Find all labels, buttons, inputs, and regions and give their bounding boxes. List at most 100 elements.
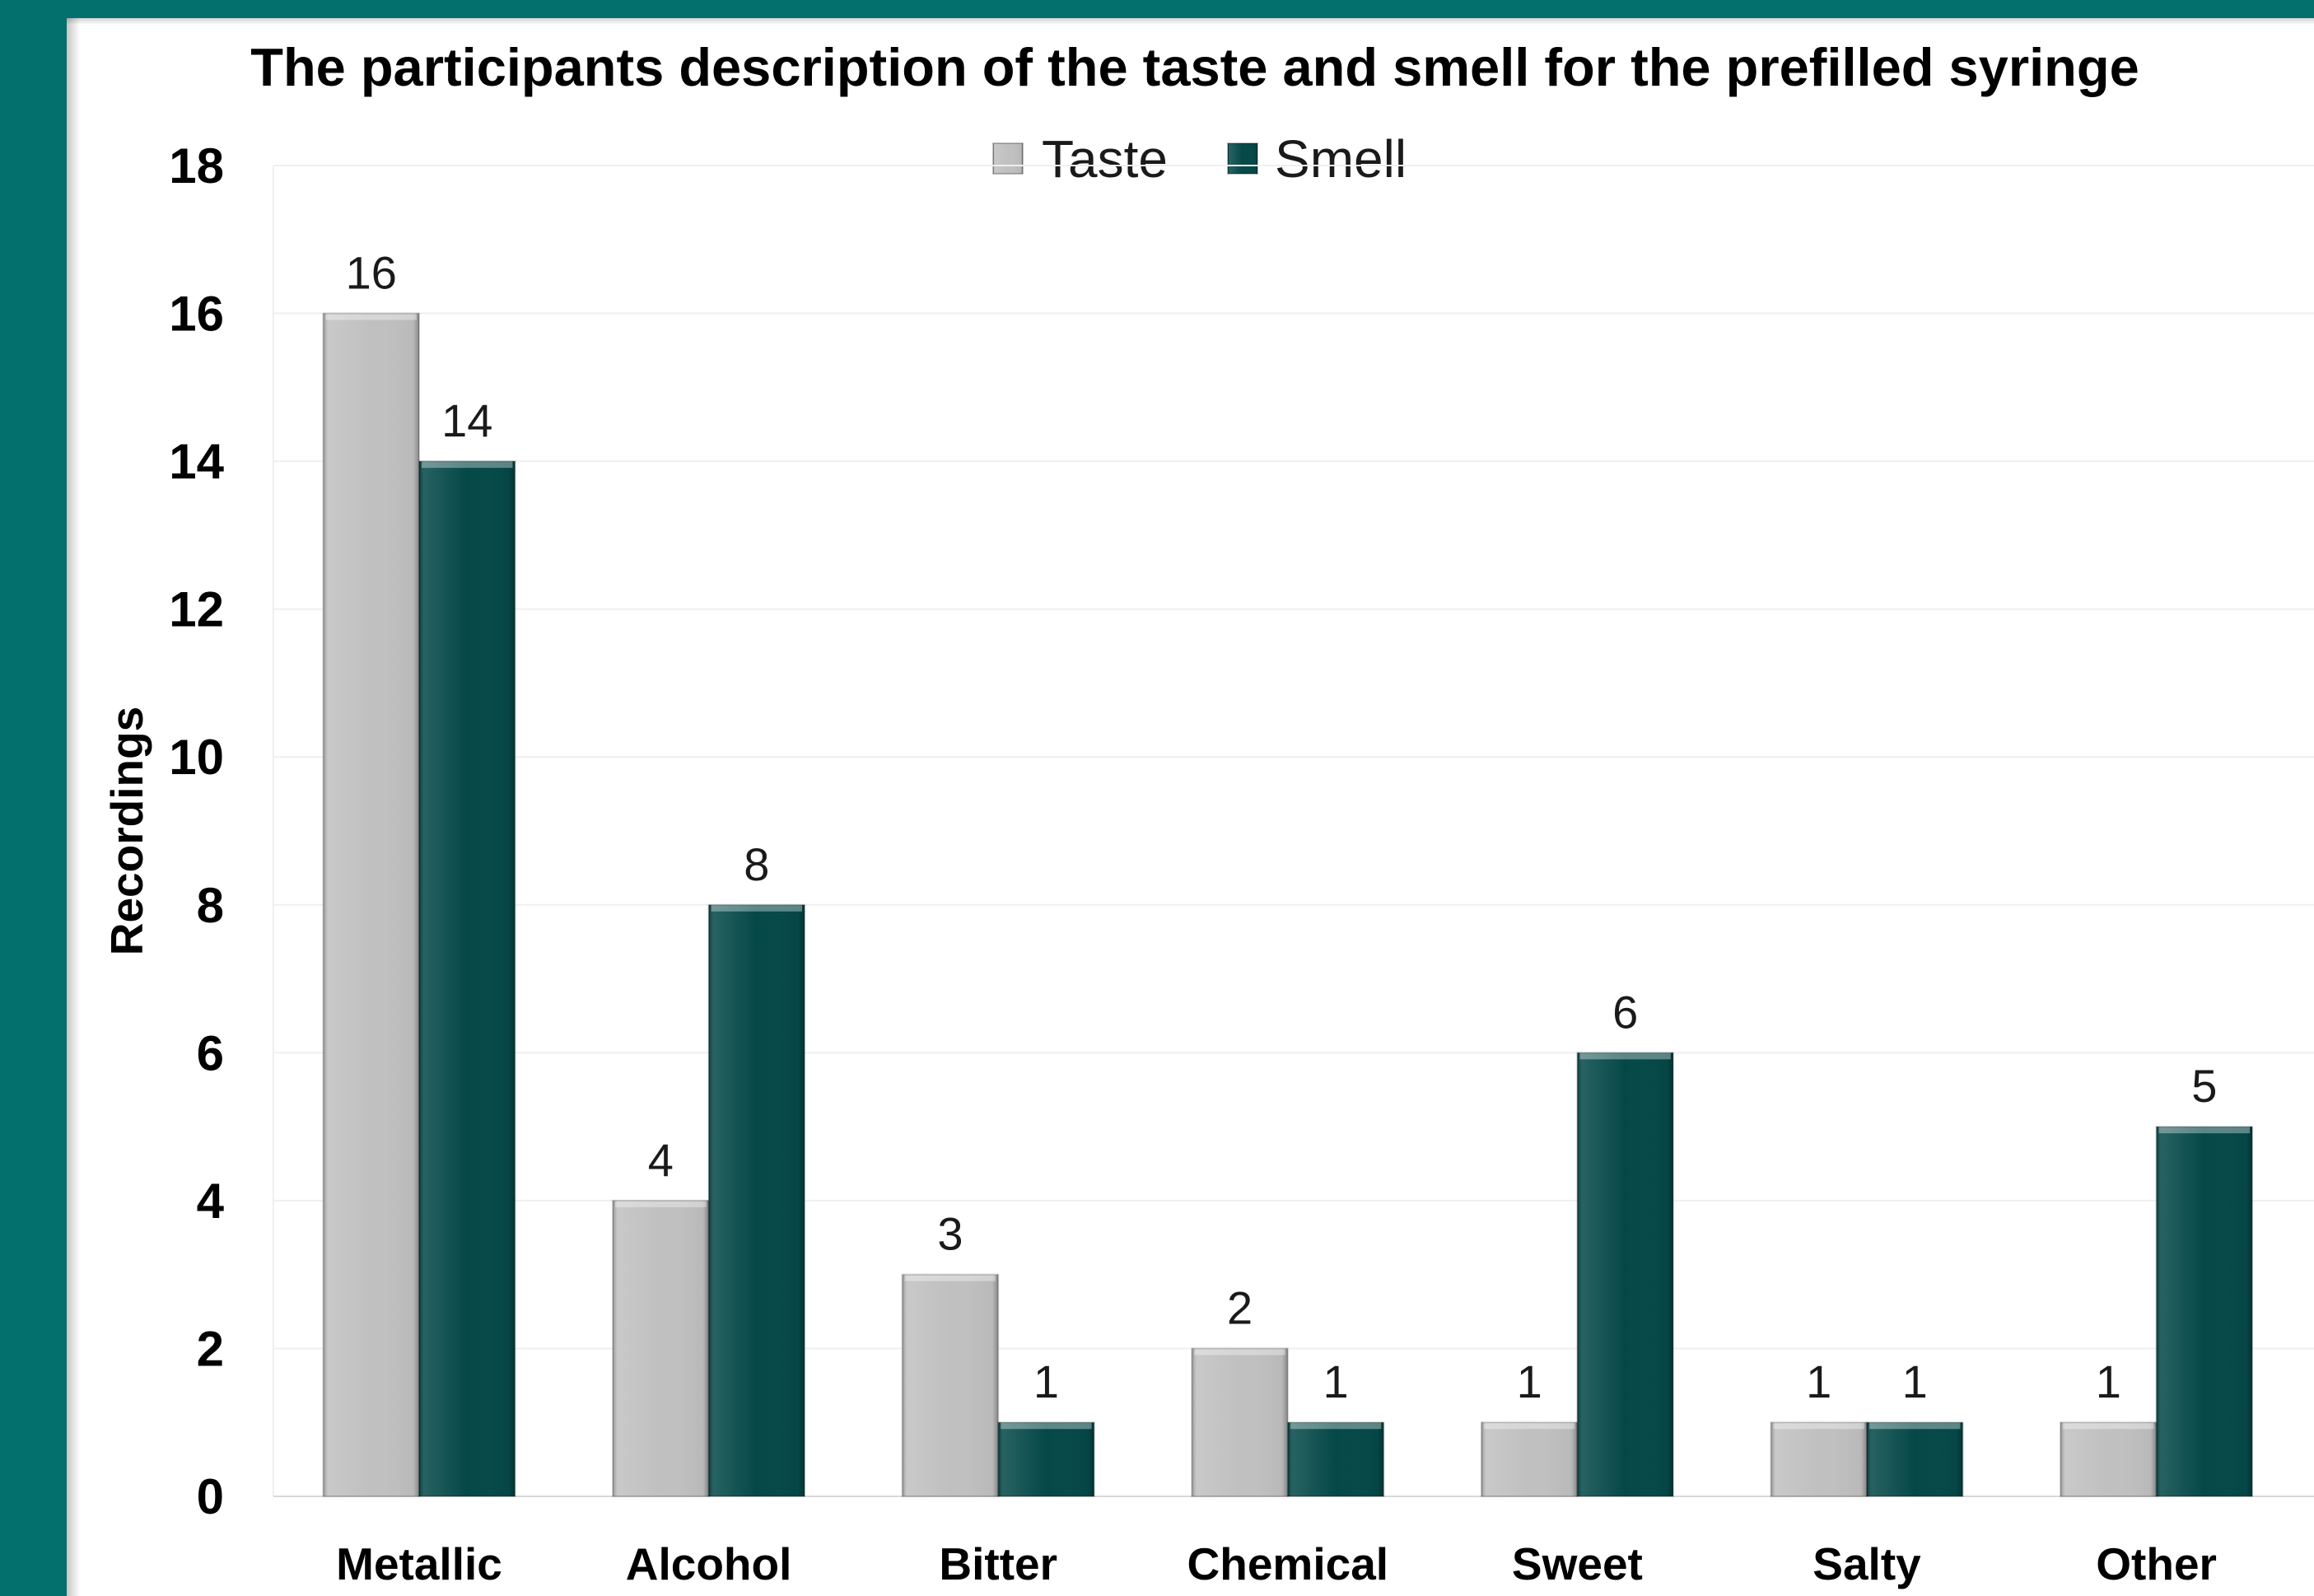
bar-bevel-smell-metallic [419, 461, 516, 1496]
data-label-smell-bitter: 1 [1033, 1356, 1059, 1407]
bar-highlight-taste-salty [1773, 1422, 1864, 1430]
bar-shape-taste-alcohol [612, 1199, 710, 1498]
y-tick-label-10: 10 [169, 730, 224, 785]
bar-shape-taste-sweet [1480, 1421, 1579, 1497]
legend-item-taste: Taste [992, 129, 1168, 189]
bar-outline-smell-salty [1866, 1421, 1964, 1497]
bar-bevel-smell-salty [1867, 1422, 1963, 1496]
bar-bevel-taste-metallic [323, 313, 419, 1496]
x-tick-label-sweet: Sweet [1512, 1538, 1643, 1589]
bar-highlight-smell-chemical [1290, 1422, 1382, 1430]
legend-label-taste: Taste [1042, 129, 1168, 189]
bar-outline-smell-alcohol [707, 903, 806, 1498]
x-tick-label-chemical: Chemical [1187, 1538, 1389, 1589]
bar-bevel-taste-alcohol [613, 1200, 709, 1496]
bar-bevel-smell-sweet [1577, 1052, 1673, 1496]
y-tick-label-4: 4 [197, 1174, 225, 1229]
data-label-taste-other: 1 [2096, 1356, 2121, 1407]
legend: Taste Smell [992, 129, 1407, 189]
bar-highlight-taste-chemical [1194, 1348, 1285, 1356]
y-tick-label-2: 2 [197, 1321, 224, 1376]
bar-outline-smell-other [2155, 1126, 2254, 1497]
bar-bevel-taste-sweet [1481, 1422, 1578, 1496]
bar-shape-smell-chemical [1286, 1421, 1385, 1497]
bar-bevel-taste-salty [1770, 1422, 1867, 1496]
frame-top-border [0, 0, 2314, 18]
data-label-taste-salty: 1 [1806, 1356, 1831, 1407]
bar-group-bitter: 31 [901, 1208, 1095, 1497]
bar-group-sweet: 16 [1480, 986, 1674, 1498]
bar-bevel-taste-chemical [1192, 1348, 1288, 1496]
bar-group-chemical: 21 [1191, 1281, 1385, 1498]
x-tick-label-bitter: Bitter [939, 1538, 1057, 1589]
data-label-taste-bitter: 3 [937, 1208, 963, 1260]
bar-highlight-smell-sweet [1579, 1052, 1671, 1060]
y-axis-tick-labels: 0 2 4 6 8 10 12 14 16 18 [169, 138, 224, 1524]
data-label-smell-other: 5 [2191, 1060, 2217, 1112]
bar-highlight-smell-salty [1869, 1422, 1961, 1430]
bar-highlight-taste-other [2063, 1422, 2154, 1430]
x-axis-tick-labels: Metallic Alcohol Bitter Chemical Sweet Salty O… [336, 1538, 2217, 1589]
legend-swatch-taste-bevel [992, 142, 1024, 175]
bar-highlight-smell-metallic [422, 461, 513, 469]
data-label-smell-chemical: 1 [1323, 1356, 1348, 1407]
frame-left-border [0, 0, 67, 1596]
bar-group-other: 15 [2060, 1060, 2254, 1497]
x-tick-label-metallic: Metallic [336, 1538, 502, 1589]
data-label-taste-chemical: 2 [1227, 1281, 1253, 1333]
bar-outline-smell-sweet [1576, 1052, 1674, 1498]
x-tick-label-alcohol: Alcohol [626, 1538, 792, 1589]
bar-highlight-smell-alcohol [711, 904, 803, 912]
x-tick-label-salty: Salty [1812, 1538, 1921, 1589]
bar-bevel-smell-alcohol [708, 904, 805, 1496]
y-tick-label-14: 14 [169, 434, 224, 489]
bar-shape-smell-alcohol [707, 903, 806, 1498]
data-label-taste-alcohol: 4 [648, 1134, 674, 1186]
bar-shape-taste-other [2060, 1421, 2158, 1497]
bar-highlight-smell-other [2158, 1127, 2251, 1134]
data-label-smell-sweet: 6 [1612, 986, 1638, 1038]
y-axis-label: Recordings [101, 707, 152, 956]
legend-label-smell: Smell [1275, 129, 1407, 189]
bar-outline-smell-chemical [1286, 1421, 1385, 1497]
bar-shape-taste-salty [1770, 1421, 1868, 1497]
bar-bevel-smell-other [2156, 1127, 2253, 1496]
y-tick-label-16: 16 [169, 287, 224, 342]
bar-shape-smell-other [2155, 1126, 2254, 1497]
bar-shape-smell-metallic [418, 460, 516, 1497]
bar-outline-smell-bitter [997, 1421, 1095, 1497]
bar-bevel-smell-chemical [1287, 1422, 1384, 1496]
bar-shape-smell-sweet [1576, 1052, 1674, 1498]
data-label-smell-metallic: 14 [441, 394, 492, 446]
bar-highlight-smell-bitter [1001, 1422, 1092, 1430]
bar-shape-smell-salty [1866, 1421, 1964, 1497]
y-tick-label-6: 6 [197, 1025, 224, 1080]
bar-highlight-taste-sweet [1483, 1422, 1575, 1430]
bar-shape-taste-metallic [322, 312, 420, 1497]
data-label-smell-alcohol: 8 [744, 838, 769, 890]
y-tick-label-8: 8 [197, 878, 224, 933]
legend-item-smell: Smell [1227, 129, 1407, 189]
bar-bevel-taste-other [2060, 1422, 2157, 1496]
bar-highlight-taste-metallic [325, 313, 417, 320]
y-tick-label-12: 12 [169, 582, 224, 637]
bar-outline-smell-metallic [418, 460, 516, 1497]
x-tick-label-other: Other [2096, 1538, 2217, 1589]
data-label-taste-metallic: 16 [346, 247, 397, 299]
bar-outline-taste-bitter [901, 1273, 1000, 1497]
bar-shape-smell-bitter [997, 1421, 1095, 1497]
data-label-smell-salty: 1 [1902, 1356, 1928, 1407]
bar-highlight-taste-bitter [904, 1274, 996, 1281]
bar-highlight-taste-alcohol [615, 1200, 707, 1207]
y-tick-label-0: 0 [197, 1469, 224, 1524]
bar-shape-taste-bitter [901, 1273, 1000, 1497]
bar-bevel-taste-bitter [902, 1274, 999, 1496]
bar-group-alcohol: 48 [612, 838, 806, 1498]
legend-swatch-smell-bevel [1227, 142, 1258, 175]
data-label-taste-sweet: 1 [1517, 1356, 1542, 1407]
frame-left-shadow [67, 18, 80, 1596]
